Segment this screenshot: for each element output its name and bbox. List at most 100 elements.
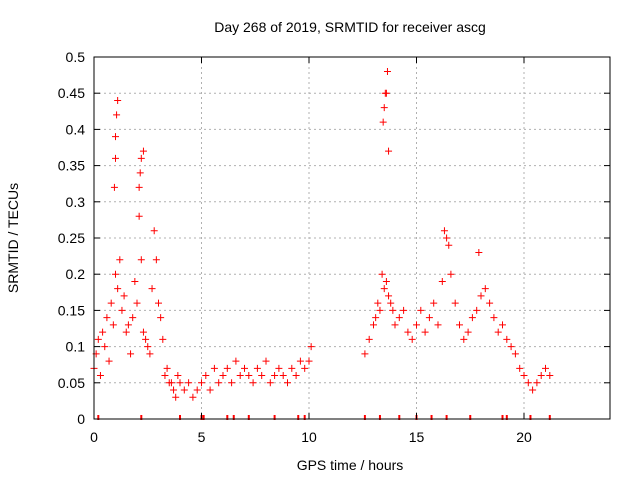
data-point [112,133,119,141]
x-tick-label: 20 [516,429,532,445]
data-point [146,350,154,358]
data-point [490,314,498,322]
data-point [112,154,119,162]
data-point [361,350,369,358]
data-point [172,393,180,401]
y-axis-label: SRMTID / TECUs [5,183,21,293]
data-point [430,299,438,307]
data-point [389,306,397,314]
data-point [404,328,412,336]
data-point [284,379,291,387]
data-point [542,364,549,372]
data-point [546,372,554,380]
data-point [189,393,197,401]
data-point [215,379,223,387]
data-point [468,314,476,322]
data-points [90,67,554,401]
chart-title: Day 268 of 2019, SRMTID for receiver asc… [214,19,486,35]
grid-lines [94,57,610,419]
y-tick-label: 0.3 [66,194,86,210]
data-point [434,321,442,329]
data-point [481,285,489,293]
data-point [451,299,459,307]
data-point [148,285,156,293]
data-point [167,379,175,387]
data-point [499,321,506,329]
data-point [292,372,300,380]
y-tick-label: 0.45 [58,85,85,101]
data-point [114,285,122,293]
data-point [253,364,261,372]
x-tick-label: 15 [409,429,425,445]
data-point [266,379,274,387]
data-point [228,379,236,387]
data-point [99,328,107,336]
data-point [376,306,384,314]
data-point [110,183,118,191]
data-point [174,372,182,380]
data-point [210,364,218,372]
data-point [365,335,373,343]
data-point [232,357,240,365]
y-tick-label: 0.5 [66,49,86,65]
data-point [124,321,132,329]
x-tick-label: 0 [90,429,98,445]
data-point [387,299,395,307]
data-point [460,335,468,343]
y-tick-label: 0 [77,411,85,427]
data-point [473,306,481,314]
data-point [120,292,128,300]
data-point [279,372,287,380]
data-point [150,227,158,235]
data-point [524,379,532,387]
data-point [413,321,420,329]
data-point [421,328,429,336]
data-point [159,335,167,343]
data-point [400,306,408,314]
data-point [157,314,165,322]
data-point [529,386,537,394]
data-point [520,372,528,380]
data-point [109,321,117,329]
data-point [301,364,309,372]
data-point [258,372,266,380]
data-point [507,343,515,351]
y-tick-label: 0.35 [58,158,85,174]
data-point [370,321,377,329]
data-point [408,335,416,343]
data-point [139,328,147,336]
data-point [122,328,130,336]
data-point [206,386,214,394]
data-point [142,335,150,343]
x-tick-label: 10 [301,429,317,445]
y-tick-label: 0.05 [58,375,85,391]
data-point [137,154,145,162]
data-point [288,364,296,372]
data-point [133,299,141,307]
data-point [425,314,433,322]
data-point [137,256,145,264]
data-point [236,372,244,380]
data-point [417,306,425,314]
data-point [443,234,451,242]
data-point [103,314,111,322]
data-point [380,104,388,112]
data-point [440,227,448,235]
data-point [185,379,193,387]
data-point [275,364,283,372]
data-point [193,386,201,394]
data-point [101,343,109,351]
data-point [94,335,102,343]
data-point [96,372,104,380]
data-point [486,299,494,307]
data-point [135,212,143,220]
data-point [202,372,210,380]
data-point [456,321,463,329]
data-point [383,67,391,75]
data-point [503,335,511,343]
data-point [262,357,270,365]
data-point [113,111,121,119]
data-point [385,147,393,155]
data-point [223,364,231,372]
